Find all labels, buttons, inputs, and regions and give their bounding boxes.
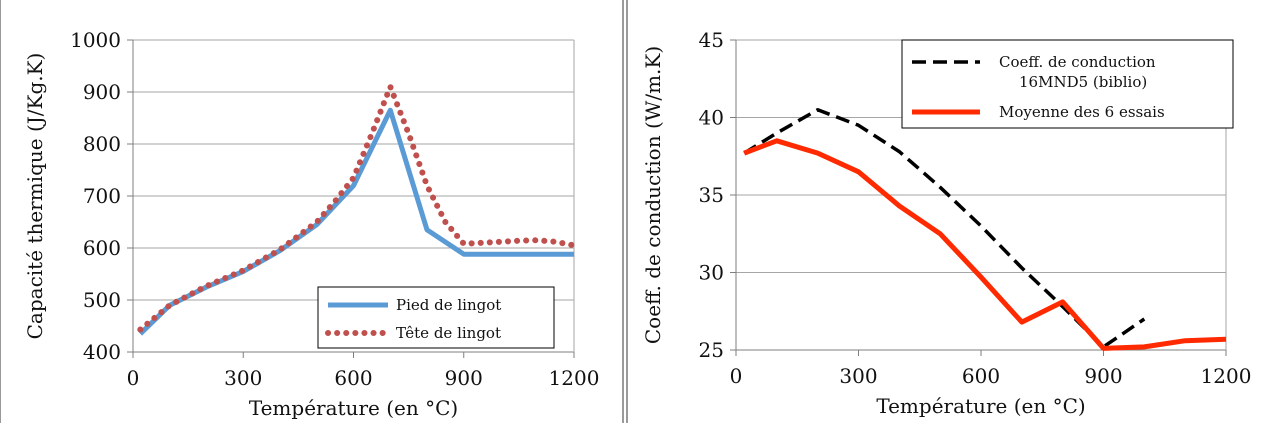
y-tick-label: 400 — [83, 340, 121, 364]
x-tick-label: 300 — [224, 366, 262, 390]
legend-label: Moyenne des 6 essais — [999, 103, 1165, 121]
series-line-dashed — [743, 108, 1146, 349]
x-tick-label: 900 — [1084, 364, 1122, 388]
y-tick-label: 45 — [699, 28, 724, 52]
y-tick-label: 30 — [699, 261, 724, 285]
left-panel-border — [0, 0, 1, 423]
thermal-conductivity-chart: 25 30 35 40 45 0 300 600 900 1200 Température (en … — [641, 28, 1252, 418]
panel-divider-left — [622, 0, 624, 423]
right-chart-panel: 25 30 35 40 45 0 300 600 900 1200 Température (en … — [629, 0, 1269, 423]
legend-label: Tête de lingot — [396, 324, 501, 342]
y-axis-title: Coeff. de conduction (W/m.K) — [641, 46, 665, 344]
legend: Pied de lingot Tête de lingot — [317, 286, 555, 349]
legend-label: Pied de lingot — [396, 296, 501, 314]
x-tick-label: 300 — [839, 364, 877, 388]
x-axis-title: Température (en °C) — [249, 396, 458, 420]
y-tick-label: 600 — [83, 236, 121, 260]
y-tick-label: 40 — [699, 106, 724, 130]
y-tick-label: 25 — [699, 338, 724, 362]
x-tick-label: 600 — [334, 366, 372, 390]
y-axis-title: Capacité thermique (J/Kg.K) — [23, 53, 47, 340]
x-tick-label: 0 — [730, 364, 743, 388]
y-tick-label: 700 — [83, 184, 121, 208]
series-line-dotted — [137, 83, 577, 333]
x-tick-label: 600 — [962, 364, 1000, 388]
y-tick-label: 1000 — [70, 28, 121, 52]
legend-label: 16MND5 (biblio) — [1019, 73, 1147, 91]
panel-divider-right — [626, 0, 628, 423]
x-tick-label: 0 — [127, 366, 140, 390]
y-tick-label: 500 — [83, 288, 121, 312]
heat-capacity-chart: 400 500 600 700 800 900 1000 0 300 600 900 1200 Temp… — [23, 28, 600, 420]
x-tick-label: 1200 — [1201, 364, 1252, 388]
legend-label: Coeff. de conduction — [999, 53, 1156, 71]
x-tick-label: 1200 — [549, 366, 600, 390]
left-chart-panel: 400 500 600 700 800 900 1000 0 300 600 900 1200 Temp… — [0, 0, 622, 423]
y-tick-label: 900 — [83, 80, 121, 104]
series-line-solid — [743, 138, 1227, 351]
x-tick-label: 900 — [445, 366, 483, 390]
y-tick-label: 35 — [699, 183, 724, 207]
y-tick-label: 800 — [83, 132, 121, 156]
legend-box — [317, 286, 555, 349]
legend: Coeff. de conduction 16MND5 (biblio) Moyen… — [901, 39, 1234, 129]
x-axis-title: Température (en °C) — [876, 394, 1085, 418]
